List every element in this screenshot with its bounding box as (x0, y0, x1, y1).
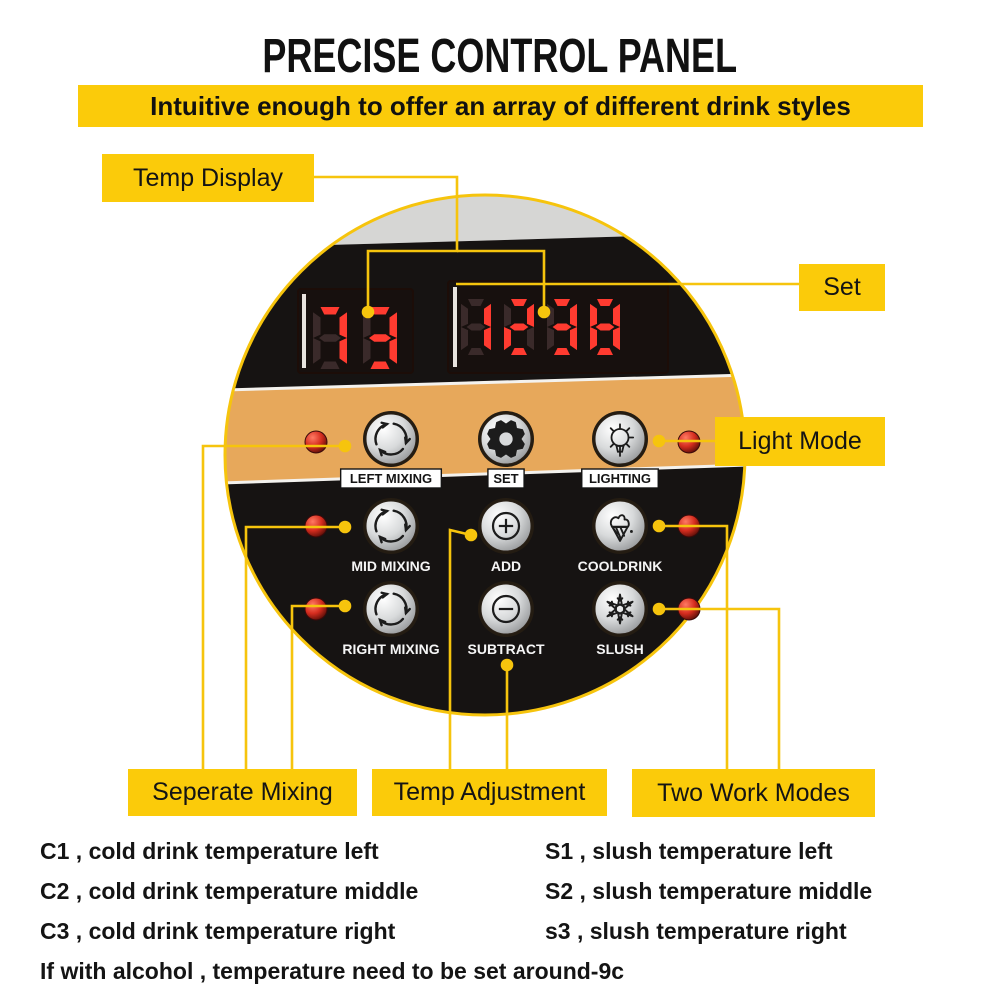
svg-text:SET: SET (493, 471, 518, 486)
svg-text:COOLDRINK: COOLDRINK (578, 558, 663, 574)
svg-text:SUBTRACT: SUBTRACT (468, 641, 545, 657)
svg-text:RIGHT MIXING: RIGHT MIXING (342, 641, 439, 657)
svg-text:MID MIXING: MID MIXING (351, 558, 430, 574)
svg-text:ADD: ADD (491, 558, 521, 574)
svg-text:LEFT MIXING: LEFT MIXING (350, 471, 432, 486)
svg-text:LIGHTING: LIGHTING (589, 471, 651, 486)
svg-text:SLUSH: SLUSH (596, 641, 643, 657)
